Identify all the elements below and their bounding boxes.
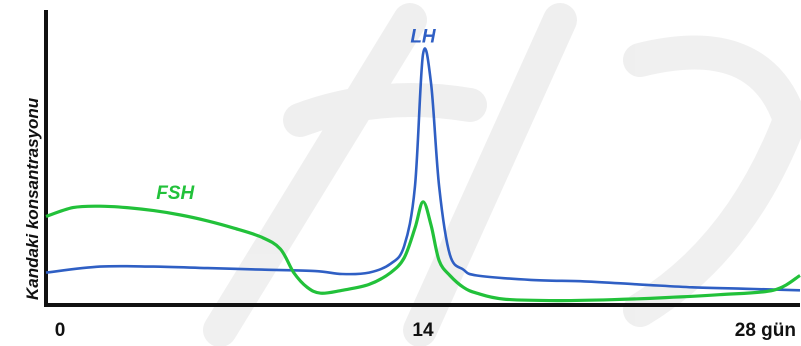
watermark	[203, 3, 801, 346]
series-lines	[45, 47, 801, 303]
y-axis-label: Kandaki konsantrasyonu	[23, 97, 42, 300]
x-tick-label: 14	[412, 320, 434, 341]
x-tick-labels: 0 14 28 gün	[55, 320, 796, 341]
series-label-fsh: FSH	[156, 183, 195, 204]
series-line-fsh	[45, 200, 801, 303]
series-line-lh	[45, 47, 801, 292]
axes	[44, 10, 800, 307]
series-label-lh: LH	[410, 26, 437, 47]
x-tick-label: 28 gün	[735, 320, 796, 341]
series-labels: LH FSH	[156, 26, 437, 203]
x-tick-label: 0	[55, 320, 66, 341]
